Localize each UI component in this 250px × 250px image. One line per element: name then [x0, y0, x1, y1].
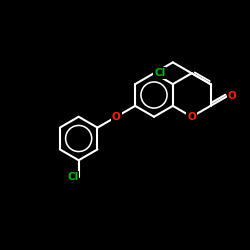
Text: O: O	[112, 112, 121, 122]
Text: Cl: Cl	[154, 68, 165, 78]
Text: O: O	[187, 112, 196, 122]
Text: Cl: Cl	[68, 172, 79, 182]
Text: Cl: Cl	[68, 172, 79, 182]
Text: O: O	[228, 91, 236, 101]
Text: O: O	[187, 112, 196, 122]
Text: O: O	[228, 91, 236, 101]
Text: O: O	[112, 112, 121, 122]
Text: Cl: Cl	[154, 68, 165, 78]
